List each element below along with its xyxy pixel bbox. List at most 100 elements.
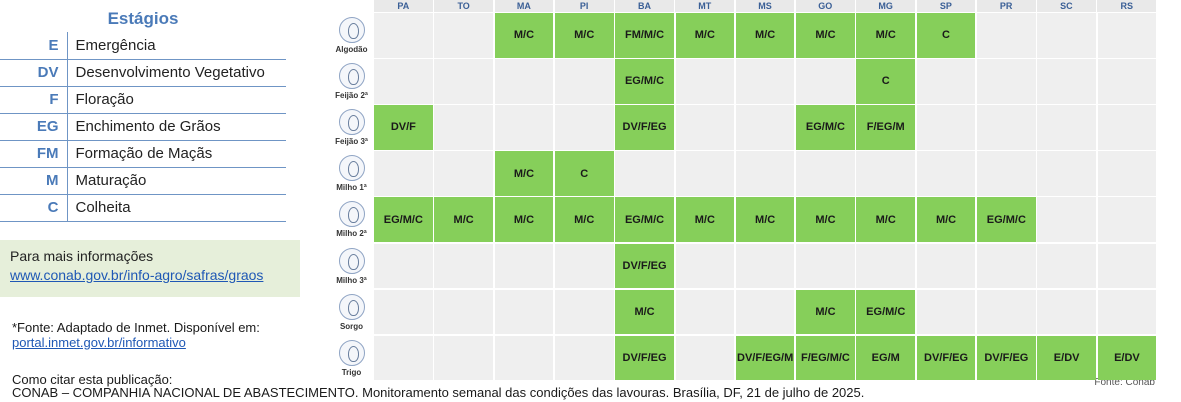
stage-cell: E/DV — [1097, 335, 1157, 381]
stage-cell — [1037, 59, 1096, 104]
stage-cell — [856, 243, 916, 288]
citation: Como citar esta publicação: CONAB – COMP… — [12, 373, 864, 399]
stage-cell — [494, 105, 554, 150]
stage-cell: M/C — [494, 197, 554, 242]
stage-cell — [374, 335, 433, 381]
crop-row: Milho 3ª DV/F/EG — [329, 243, 1159, 289]
stage-cell: C — [916, 13, 976, 58]
stage-cell — [1037, 197, 1096, 242]
stage-cell: M/C — [856, 13, 916, 58]
stage-cell — [1097, 151, 1157, 196]
crop-name: Trigo — [341, 367, 362, 377]
stage-cell — [735, 59, 795, 104]
stage-cell: C — [856, 59, 916, 104]
stage-cell — [1037, 151, 1096, 196]
stage-cell — [796, 243, 855, 288]
stage-cell — [494, 335, 554, 381]
stage-cell — [554, 335, 614, 381]
crop-label: Milho 3ª — [329, 244, 374, 289]
stage-cell — [434, 59, 493, 104]
stage-cell — [374, 13, 433, 58]
stage-cell — [675, 335, 735, 381]
state-header-to: TO — [434, 0, 493, 12]
stage-cell: M/C — [434, 197, 493, 242]
stage-cell — [675, 59, 735, 104]
crop-name: Milho 1ª — [336, 183, 367, 193]
inmet-link[interactable]: portal.inmet.gov.br/informativo — [12, 335, 186, 350]
stage-cell: DV/F/EG — [916, 335, 976, 381]
crop-row: Milho 2ª EG/M/C M/C M/C M/C EG/M/C M/C M/C M/C M/… — [329, 197, 1159, 242]
state-header-sc: SC — [1037, 0, 1096, 12]
stage-cell: EG/M/C — [856, 289, 916, 335]
stage-cell — [916, 243, 976, 288]
stage-cell — [1037, 13, 1096, 58]
crop-row: Trigo DV/F/EG DV/F/EG/M F/EG/M/C EG/M DV/F/EG… — [329, 335, 1159, 381]
stage-cell: EG/M/C — [796, 105, 855, 150]
stage-cell: M/C — [796, 289, 855, 335]
crop-row: Milho 1ª M/C C — [329, 151, 1159, 196]
corn-icon — [338, 247, 365, 274]
bean-icon — [338, 109, 365, 136]
stage-cell — [554, 59, 614, 104]
crop-name: Feijão 3ª — [335, 137, 368, 147]
legend-row: E Emergência — [0, 32, 286, 60]
crop-label: Milho 2ª — [329, 197, 374, 242]
state-header-pi: PI — [554, 0, 614, 12]
stage-cell — [856, 151, 916, 196]
stage-cell — [675, 289, 735, 335]
stage-cell — [434, 105, 493, 150]
stage-cell — [1097, 59, 1157, 104]
sorghum-icon — [338, 293, 365, 320]
stage-cell — [1037, 289, 1096, 335]
stage-cell — [977, 151, 1036, 196]
stage-cell: DV/F — [374, 105, 433, 150]
stage-cell — [977, 59, 1036, 104]
legend-row: FM Formação de Maçãs — [0, 140, 286, 168]
stage-cell: M/C — [856, 197, 916, 242]
crop-label: Sorgo — [329, 290, 374, 335]
citation-text: CONAB – COMPANHIA NACIONAL DE ABASTECIME… — [12, 385, 865, 400]
legend-label: Enchimento de Grãos — [67, 113, 286, 141]
stage-cell: F/EG/M — [856, 105, 916, 150]
stage-cell: EG/M/C — [615, 197, 674, 242]
crop-label: Trigo — [329, 336, 374, 381]
stage-cell — [494, 243, 554, 288]
stage-cell: M/C — [796, 13, 855, 58]
legend-code: M — [0, 167, 68, 195]
crop-stage-grid: PA TO MA PI BA MT MS GO MG SP PR SC RS Algodão M/C M/C… — [329, 0, 1159, 382]
stage-cell: M/C — [735, 197, 795, 242]
legend-code: C — [0, 194, 68, 222]
source-text: *Fonte: Adaptado de Inmet. Disponível em… — [12, 320, 260, 335]
stage-cell — [434, 335, 493, 381]
stage-cell: EG/M/C — [615, 59, 674, 104]
stage-cell — [374, 243, 433, 288]
state-header-mt: MT — [675, 0, 735, 12]
legend-row: EG Enchimento de Grãos — [0, 113, 286, 141]
legend-code: E — [0, 32, 68, 60]
stage-cell: EG/M/C — [977, 197, 1036, 242]
stage-cell — [735, 151, 795, 196]
stage-cell — [374, 151, 433, 196]
legend-table: E Emergência DV Desenvolvimento Vegetativo F… — [0, 32, 286, 222]
stage-cell — [494, 59, 554, 104]
stage-cell: E/DV — [1037, 335, 1096, 381]
conab-link[interactable]: www.conab.gov.br/info-agro/safras/graos — [10, 267, 264, 283]
stage-cell — [1097, 197, 1157, 242]
stage-cell — [434, 151, 493, 196]
cotton-icon — [338, 17, 365, 43]
crop-row: Feijão 3ª DV/F DV/F/EG EG/M/C F/EG/M — [329, 105, 1159, 150]
stage-cell — [977, 105, 1036, 150]
wheat-icon — [338, 339, 365, 366]
bean-icon — [338, 63, 365, 90]
stage-cell — [977, 289, 1036, 335]
state-header-rs: RS — [1097, 0, 1157, 12]
crop-row: Feijão 2ª EG/M/C C — [329, 59, 1159, 104]
stage-cell: DV/F/EG — [615, 335, 674, 381]
more-info-box: Para mais informações www.conab.gov.br/i… — [0, 240, 300, 297]
stage-cell — [796, 59, 855, 104]
stage-cell — [1097, 105, 1157, 150]
crop-row: Sorgo M/C M/C EG/M/C — [329, 289, 1159, 335]
stage-cell — [735, 105, 795, 150]
crop-label: Algodão — [329, 13, 374, 58]
crop-label: Feijão 2ª — [329, 59, 374, 104]
